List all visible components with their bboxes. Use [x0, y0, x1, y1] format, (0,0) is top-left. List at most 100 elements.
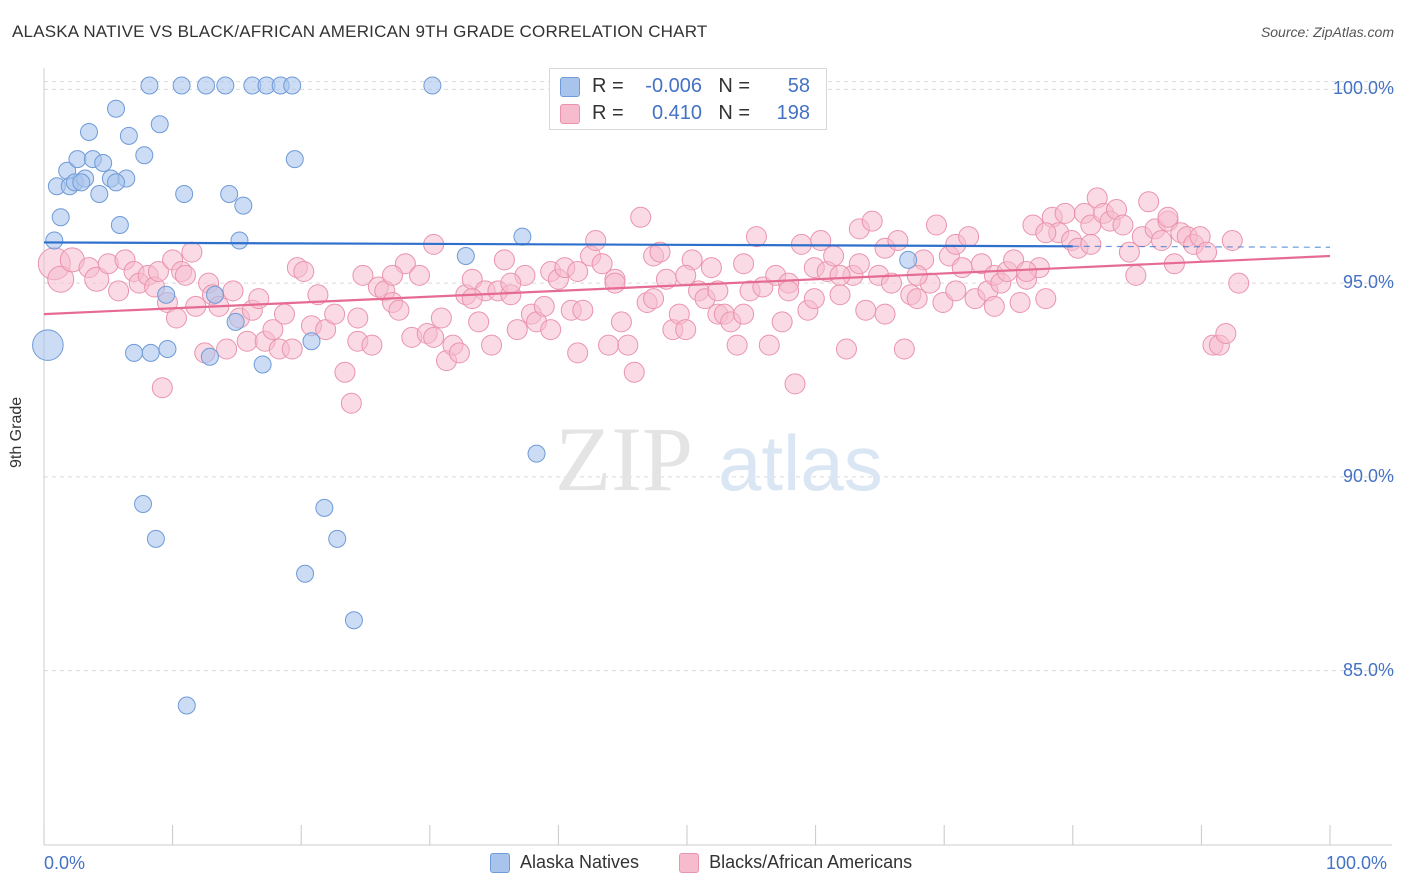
data-point-blacks: [1196, 241, 1218, 263]
data-point-blacks: [151, 377, 173, 399]
trend-line-blacks: [43, 254, 1331, 316]
data-point-blacks: [500, 272, 522, 294]
data-point-blacks: [887, 230, 909, 251]
data-point-blacks: [925, 214, 947, 236]
data-point-blacks: [630, 206, 652, 228]
data-point-blacks: [983, 295, 1005, 317]
data-point-blacks: [47, 265, 75, 293]
data-point-blacks: [733, 253, 755, 275]
data-point-blacks: [461, 288, 483, 310]
y-tick-label: 95.0%: [1342, 272, 1394, 293]
legend-label-blacks: Blacks/African Americans: [709, 852, 913, 872]
data-point-alaska: [285, 150, 304, 169]
data-point-blacks: [835, 338, 857, 360]
data-point-blacks: [598, 334, 620, 356]
data-point-blacks: [388, 299, 410, 321]
data-point-blacks: [1080, 233, 1102, 255]
data-point-alaska: [80, 123, 99, 141]
data-point-alaska: [172, 76, 191, 95]
stats-r-label: R =: [592, 102, 624, 124]
stats-r-value: -0.006: [645, 75, 702, 97]
data-point-blacks: [533, 295, 555, 317]
data-point-alaska: [200, 347, 219, 366]
legend-swatch-alaska: [490, 852, 510, 873]
watermark: ZIP atlas: [555, 408, 883, 510]
data-point-blacks: [567, 261, 589, 282]
data-point-blacks: [423, 326, 445, 348]
data-point-blacks: [945, 280, 967, 302]
data-point-alaska: [32, 329, 64, 361]
legend-item-alaska[interactable]: Alaska Natives: [490, 852, 639, 873]
data-point-alaska: [283, 76, 302, 95]
data-point-alaska: [51, 208, 70, 227]
data-point-blacks: [707, 280, 729, 302]
stats-r-value: 0.410: [651, 102, 702, 124]
data-point-alaska: [125, 343, 144, 362]
data-point-alaska: [230, 231, 249, 250]
data-point-alaska: [328, 529, 347, 548]
data-point-blacks: [1054, 202, 1076, 224]
data-point-blacks: [540, 319, 562, 341]
data-point-blacks: [745, 226, 767, 248]
data-point-blacks: [572, 299, 594, 321]
data-point-alaska: [94, 154, 113, 172]
data-point-blacks: [649, 241, 671, 263]
stats-swatch-blacks: [560, 103, 580, 124]
data-point-alaska: [158, 340, 177, 358]
data-point-alaska: [315, 498, 334, 517]
data-point-blacks: [307, 284, 329, 306]
series-blacks-points: [37, 187, 1250, 414]
data-point-alaska: [119, 126, 138, 145]
data-point-alaska: [344, 611, 363, 630]
data-point-blacks: [281, 338, 303, 360]
data-point-blacks: [829, 264, 851, 286]
data-point-alaska: [220, 185, 239, 203]
data-point-blacks: [848, 253, 870, 275]
data-point-blacks: [726, 334, 748, 356]
data-point-blacks: [1035, 288, 1057, 310]
data-point-blacks: [874, 303, 896, 325]
data-point-alaska: [513, 227, 532, 246]
data-point-blacks: [958, 226, 980, 248]
bottom-legend: Alaska Natives Blacks/African Americans: [490, 852, 912, 873]
stats-n-value: 198: [776, 102, 810, 124]
data-point-alaska: [302, 332, 321, 351]
stats-legend-box: R = -0.006 N = 58 R = 0.410 N = 198: [549, 68, 827, 130]
data-point-blacks: [430, 307, 452, 329]
data-point-alaska: [253, 355, 272, 374]
data-point-alaska: [140, 76, 159, 95]
stats-row-blacks: R = 0.410 N = 198: [560, 102, 810, 125]
watermark-zip: ZIP: [555, 408, 693, 510]
y-tick-label: 85.0%: [1342, 659, 1394, 680]
legend-item-blacks[interactable]: Blacks/African Americans: [679, 852, 912, 873]
data-point-blacks: [1138, 191, 1160, 213]
data-point-alaska: [146, 529, 165, 548]
data-point-blacks: [174, 264, 196, 286]
data-point-blacks: [352, 264, 374, 286]
data-point-blacks: [1215, 323, 1237, 344]
data-point-alaska: [134, 495, 153, 513]
data-point-blacks: [216, 338, 238, 360]
data-point-blacks: [506, 319, 528, 341]
stats-swatch-alaska: [560, 76, 580, 97]
data-point-blacks: [758, 334, 780, 356]
data-point-alaska: [177, 696, 196, 715]
data-point-blacks: [347, 307, 369, 329]
y-tick-label: 90.0%: [1342, 465, 1394, 486]
data-point-blacks: [108, 280, 130, 302]
data-point-blacks: [906, 288, 928, 310]
data-point-blacks: [803, 288, 825, 310]
data-point-blacks: [409, 264, 431, 286]
data-point-blacks: [610, 311, 632, 333]
data-point-blacks: [262, 319, 284, 341]
data-point-alaska: [296, 564, 315, 583]
data-point-alaska: [206, 285, 225, 304]
data-point-blacks: [448, 342, 470, 364]
data-point-blacks: [1228, 272, 1250, 294]
data-point-blacks: [855, 299, 877, 321]
data-point-blacks: [1016, 261, 1038, 282]
stats-row-alaska: R = -0.006 N = 58: [560, 75, 810, 98]
source-credit: Source: ZipAtlas.com: [1260, 24, 1394, 40]
data-point-blacks: [382, 264, 404, 286]
trend-line-alaska: [43, 241, 1073, 248]
